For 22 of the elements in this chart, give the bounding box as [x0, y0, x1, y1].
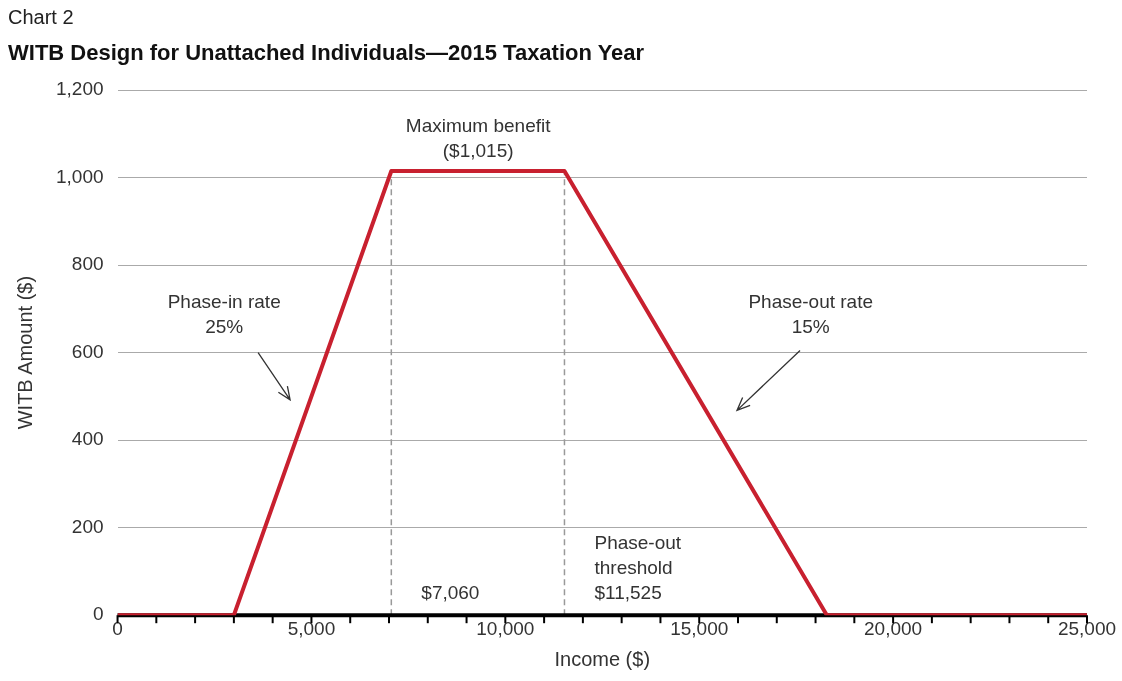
y-tick-label: 400 — [71, 428, 104, 450]
x-tick-label: 0 — [112, 617, 123, 639]
annotation: Maximum benefit ($1,015) — [405, 114, 552, 161]
y-tick-label: 800 — [71, 253, 104, 275]
x-tick-label: 5,000 — [287, 617, 336, 639]
x-tick-label: 15,000 — [670, 617, 729, 639]
y-tick-label: 1,200 — [56, 78, 104, 100]
x-tick-label: 25,000 — [1057, 617, 1117, 639]
y-tick-label: 0 — [92, 603, 104, 625]
y-tick-label: 200 — [71, 515, 104, 537]
y-tick-label: 1,000 — [56, 165, 104, 187]
ref-line-label: Phase-out threshold $11,525 — [594, 532, 682, 604]
x-tick-label: 10,000 — [476, 617, 535, 639]
annotation: Phase-out rate 15% — [748, 290, 874, 337]
chart-title: WITB Design for Unattached Individuals—2015 Taxation Year — [8, 40, 645, 66]
x-axis-title: Income ($) — [554, 647, 651, 670]
y-axis-title: WITB Amount ($) — [13, 275, 36, 430]
y-tick-label: 600 — [71, 340, 104, 362]
chart-subtitle: Chart 2 — [8, 6, 74, 29]
x-tick-label: 20,000 — [864, 617, 923, 639]
ref-line-label: $7,060 — [421, 582, 480, 604]
annotation: Phase-in rate 25% — [167, 290, 281, 337]
